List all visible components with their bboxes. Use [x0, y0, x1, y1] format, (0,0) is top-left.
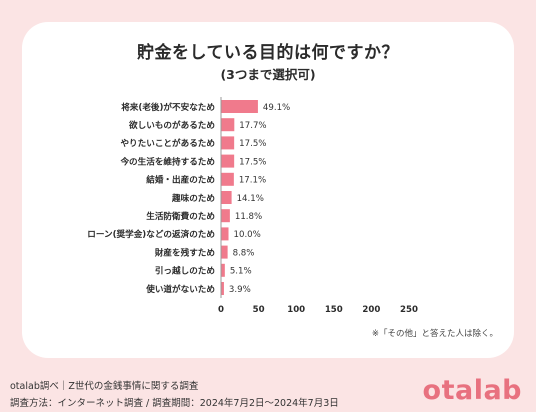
bar — [221, 191, 232, 204]
category-label: やりたいことがあるため — [120, 137, 215, 149]
category-label: 引っ越しのため — [155, 265, 215, 277]
value-label: 5.1% — [230, 267, 252, 277]
bar — [221, 172, 234, 186]
bar — [221, 118, 235, 132]
value-label: 14.1% — [237, 194, 264, 204]
chart-card — [22, 22, 514, 358]
x-tick-label: 200 — [362, 305, 380, 315]
bar — [221, 136, 235, 150]
bar — [221, 227, 229, 241]
value-label: 49.1% — [263, 103, 290, 113]
footer-method: 調査方法：インターネット調査 / 調査期間：2024年7月2日〜2024年7月3… — [10, 398, 339, 409]
value-label: 3.9% — [229, 285, 251, 295]
category-label: 今の生活を維持するため — [119, 155, 215, 167]
category-label: 生活防衛費のため — [146, 210, 215, 222]
exclusion-note: ※「その他」と答えた人は除く。 — [371, 329, 498, 339]
x-tick-label: 150 — [325, 305, 343, 315]
bar — [221, 263, 225, 277]
footer-source: otalab調べ｜Z世代の金銭事情に関する調査 — [10, 381, 199, 392]
bar — [221, 209, 230, 223]
bar — [221, 245, 228, 259]
bar — [221, 282, 224, 295]
bar — [221, 154, 235, 168]
x-tick-label: 50 — [253, 305, 265, 315]
value-label: 11.8% — [235, 212, 262, 222]
category-label: 財産を残すため — [154, 246, 215, 258]
value-label: 17.1% — [239, 176, 266, 186]
category-label: 使い道がないため — [145, 283, 215, 295]
category-label: ローン(奨学金)などの返済のため — [87, 228, 215, 240]
bar — [221, 100, 258, 113]
category-label: 将来(老後)が不安なため — [121, 101, 215, 113]
x-tick-label: 0 — [218, 305, 224, 315]
category-label: 結婚・出産のため — [146, 174, 215, 186]
value-label: 17.7% — [239, 121, 266, 131]
chart-title: 貯金をしている目的は何ですか？ — [137, 43, 399, 63]
value-label: 17.5% — [239, 139, 266, 149]
value-label: 10.0% — [234, 230, 261, 240]
value-label: 17.5% — [239, 157, 266, 167]
x-tick-label: 250 — [400, 305, 418, 315]
x-tick-label: 100 — [287, 305, 305, 315]
category-label: 趣味のため — [171, 192, 215, 204]
value-label: 8.8% — [233, 248, 255, 258]
otalab-logo: otalab — [422, 375, 522, 406]
chart-subtitle: (3つまで選択可) — [220, 67, 316, 82]
category-label: 欲しいものがあるため — [128, 119, 215, 131]
